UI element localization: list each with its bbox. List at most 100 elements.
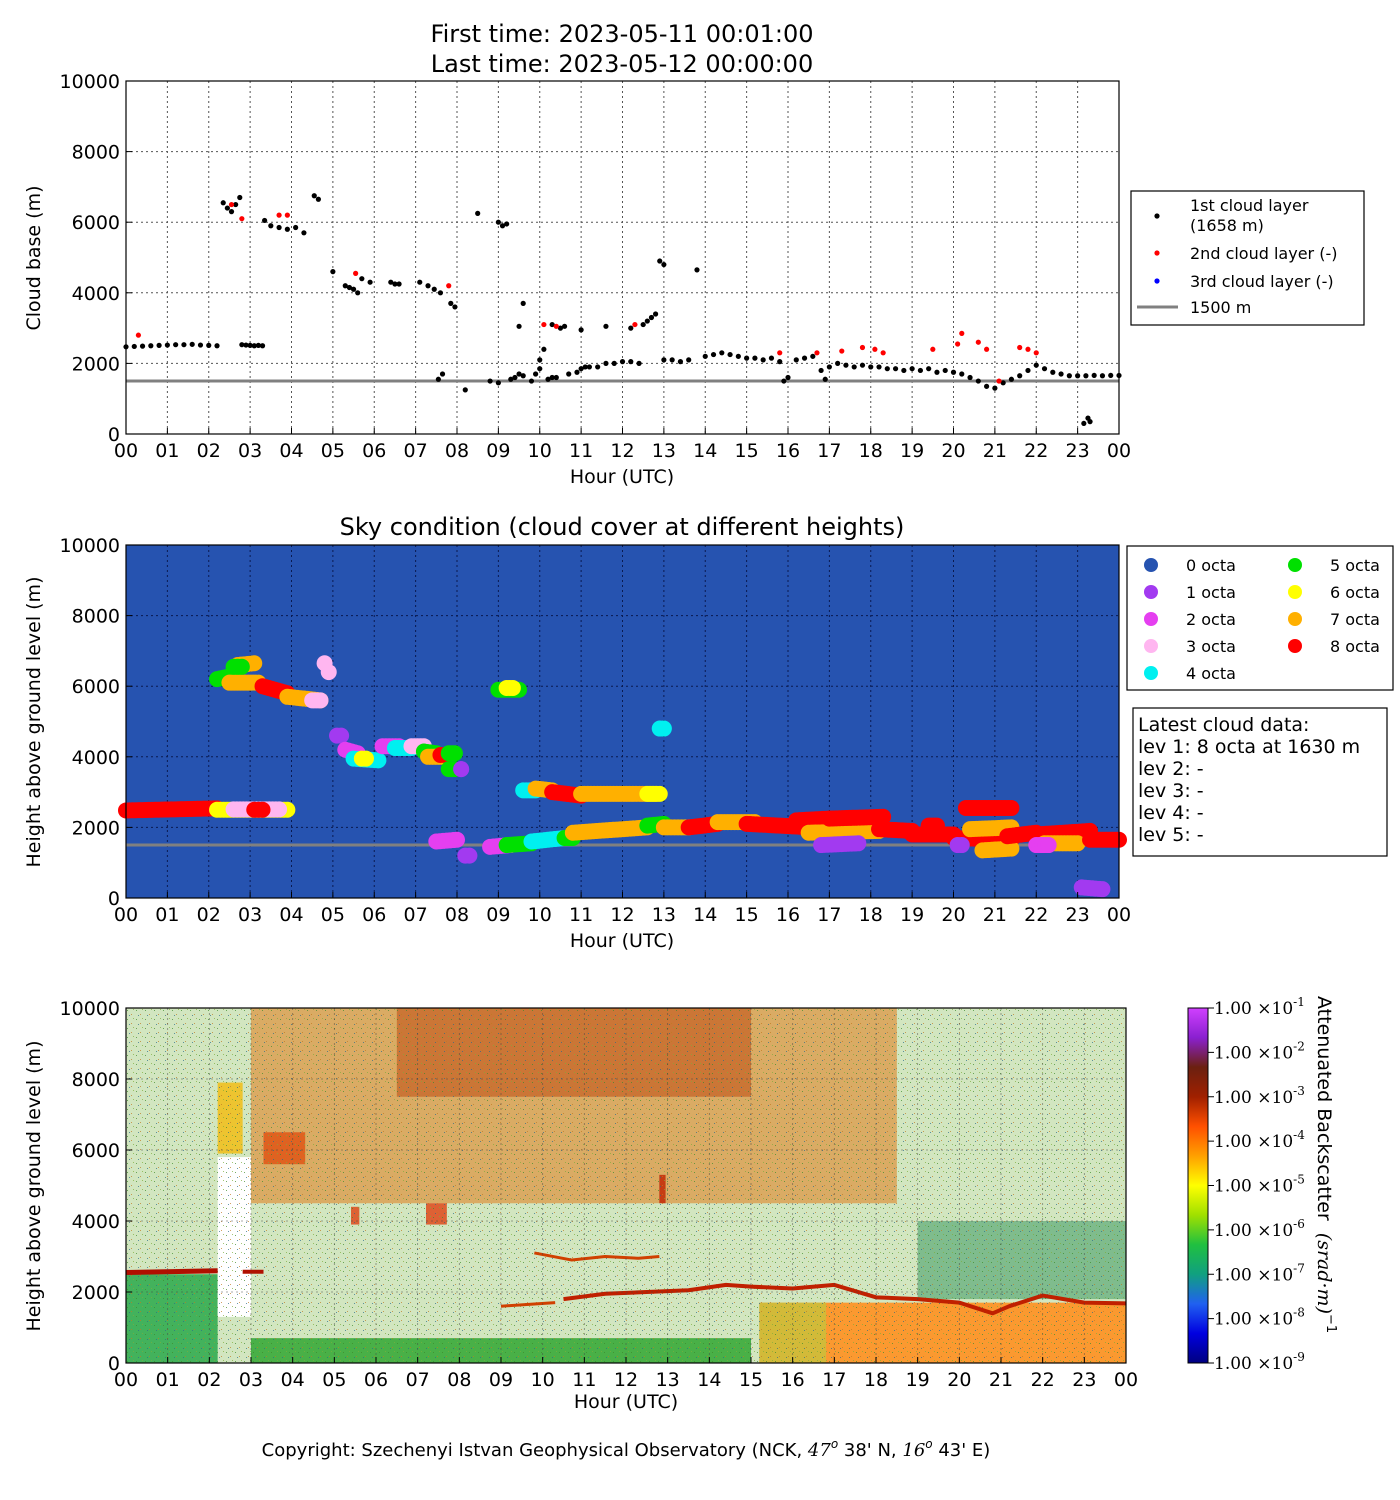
colorbar-tick-exponent: -1 bbox=[1293, 995, 1305, 1009]
octa-2-point bbox=[449, 831, 465, 848]
layer1-point bbox=[495, 219, 501, 225]
layer1-point bbox=[1025, 367, 1031, 374]
layer1-point bbox=[628, 359, 634, 365]
colorbar-tick-label: 1.00 ×10-1 bbox=[1214, 995, 1305, 1019]
layer1-point bbox=[139, 343, 146, 349]
octa-legend-marker bbox=[1144, 666, 1158, 680]
cloud-base-x-label: Hour (UTC) bbox=[570, 466, 674, 488]
y-tick-label: 6000 bbox=[72, 676, 120, 698]
layer1-point bbox=[346, 284, 353, 291]
x-tick-label: 18 bbox=[859, 440, 883, 462]
octa-1-point bbox=[1094, 881, 1111, 898]
layer1-point bbox=[611, 360, 617, 366]
colorbar-tick-exponent: -3 bbox=[1293, 1084, 1305, 1098]
layer1-point bbox=[545, 376, 551, 382]
y-tick-label: 2000 bbox=[72, 1282, 120, 1304]
x-tick-label: 22 bbox=[1024, 440, 1048, 462]
x-tick-label: 04 bbox=[279, 440, 303, 462]
x-tick-label: 00 bbox=[114, 904, 138, 926]
octa-legend: 0 octa 1 octa 2 octa 3 octa 4 octa 5 octa 6 oc… bbox=[1126, 545, 1394, 691]
octa-7-point bbox=[1069, 835, 1086, 852]
layer1-point bbox=[595, 364, 601, 370]
layer1-point bbox=[884, 366, 890, 372]
layer1-point bbox=[439, 371, 446, 377]
x-tick-label: 18 bbox=[864, 1369, 888, 1391]
x-tick-label: 16 bbox=[776, 904, 800, 926]
layer1-point bbox=[557, 325, 564, 331]
legend-label-layer1-height: (1658 m) bbox=[1190, 216, 1264, 235]
octa-legend-label: 7 octa bbox=[1330, 610, 1380, 629]
x-tick-label: 12 bbox=[610, 904, 634, 926]
cloud-base-y-label: Cloud base (m) bbox=[23, 186, 45, 331]
x-tick-label: 03 bbox=[239, 1369, 263, 1391]
legend-label-layer2: 2nd cloud layer (-) bbox=[1190, 244, 1337, 263]
layer1-point bbox=[992, 385, 998, 391]
layer1-point bbox=[224, 205, 230, 211]
octa-8-point bbox=[1003, 799, 1020, 816]
layer1-point bbox=[1087, 419, 1093, 425]
y-tick-label: 8000 bbox=[72, 1069, 120, 1091]
layer1-point bbox=[710, 351, 717, 358]
y-tick-label: 4000 bbox=[72, 1211, 120, 1233]
y-tick-label: 6000 bbox=[72, 1140, 120, 1162]
x-tick-label: 02 bbox=[197, 904, 221, 926]
layer1-point bbox=[206, 342, 212, 348]
octa-legend-marker bbox=[1288, 612, 1302, 626]
layer1-point bbox=[520, 300, 526, 306]
layer1-point bbox=[777, 359, 783, 365]
layer1-point bbox=[851, 364, 857, 370]
octa-8-point bbox=[254, 801, 271, 818]
y-tick-label: 10000 bbox=[60, 71, 120, 93]
x-tick-label: 19 bbox=[906, 1369, 930, 1391]
layer1-point bbox=[1081, 420, 1087, 427]
cloud-signal-line bbox=[534, 1251, 660, 1262]
layer2-point bbox=[353, 270, 359, 276]
layer1-point bbox=[636, 360, 642, 366]
x-tick-label: 11 bbox=[569, 440, 593, 462]
last-time-title: Last time: 2023-05-12 00:00:00 bbox=[431, 50, 813, 78]
layer1-point bbox=[934, 369, 940, 375]
colorbar-label-text: Attenuated Backscatter bbox=[1313, 996, 1335, 1221]
cloud-signal-line bbox=[563, 1282, 1127, 1316]
layer1-point bbox=[359, 276, 365, 282]
y-tick-label: 10000 bbox=[60, 998, 120, 1020]
layer1-point bbox=[1083, 373, 1089, 379]
colorbar-tick-mantissa: 1.00 ×10 bbox=[1214, 1310, 1293, 1330]
layer1-point bbox=[553, 374, 559, 381]
layer1-point bbox=[504, 221, 510, 227]
y-tick-label: 4000 bbox=[72, 283, 120, 305]
latitude-degree-mark: o bbox=[831, 1437, 838, 1451]
x-tick-label: 13 bbox=[652, 904, 676, 926]
layer1-point bbox=[233, 201, 239, 208]
octa-5-point bbox=[446, 745, 463, 762]
x-tick-label: 23 bbox=[1066, 904, 1090, 926]
layer1-point bbox=[1008, 376, 1015, 382]
layer1-point bbox=[686, 357, 692, 363]
colorbar-tick-mantissa: 1.00 ×10 bbox=[1214, 1265, 1293, 1285]
layer1-point bbox=[396, 281, 402, 287]
x-tick-label: 09 bbox=[489, 1369, 513, 1391]
x-tick-label: 02 bbox=[197, 1369, 221, 1391]
layer1-point bbox=[793, 357, 799, 363]
layer1-point bbox=[512, 374, 518, 381]
layer1-point bbox=[431, 286, 437, 292]
octa-1-point bbox=[333, 727, 350, 744]
octa-3-point bbox=[320, 664, 337, 681]
layer1-point bbox=[293, 224, 299, 231]
octa-legend-marker bbox=[1288, 639, 1302, 653]
layer1-point bbox=[1108, 372, 1114, 379]
x-tick-label: 01 bbox=[156, 1369, 180, 1391]
x-tick-label: 07 bbox=[404, 440, 428, 462]
layer2-point bbox=[984, 346, 990, 352]
x-tick-label: 00 bbox=[114, 1369, 138, 1391]
octa-legend-label: 0 octa bbox=[1186, 556, 1236, 575]
layer1-point bbox=[818, 367, 824, 374]
layer2-point bbox=[880, 350, 886, 356]
layer1-point bbox=[822, 376, 828, 382]
cloud-base-chart: 00 01 02 03 04 05 06 07 08 09 10 11 12 13 14 15 16 17 18 19… bbox=[23, 71, 1365, 488]
octa-8-point bbox=[928, 817, 945, 834]
layer1-point bbox=[578, 327, 584, 333]
layer1-point bbox=[1041, 366, 1048, 372]
layer1-point bbox=[417, 279, 423, 285]
layer1-point bbox=[785, 374, 791, 381]
